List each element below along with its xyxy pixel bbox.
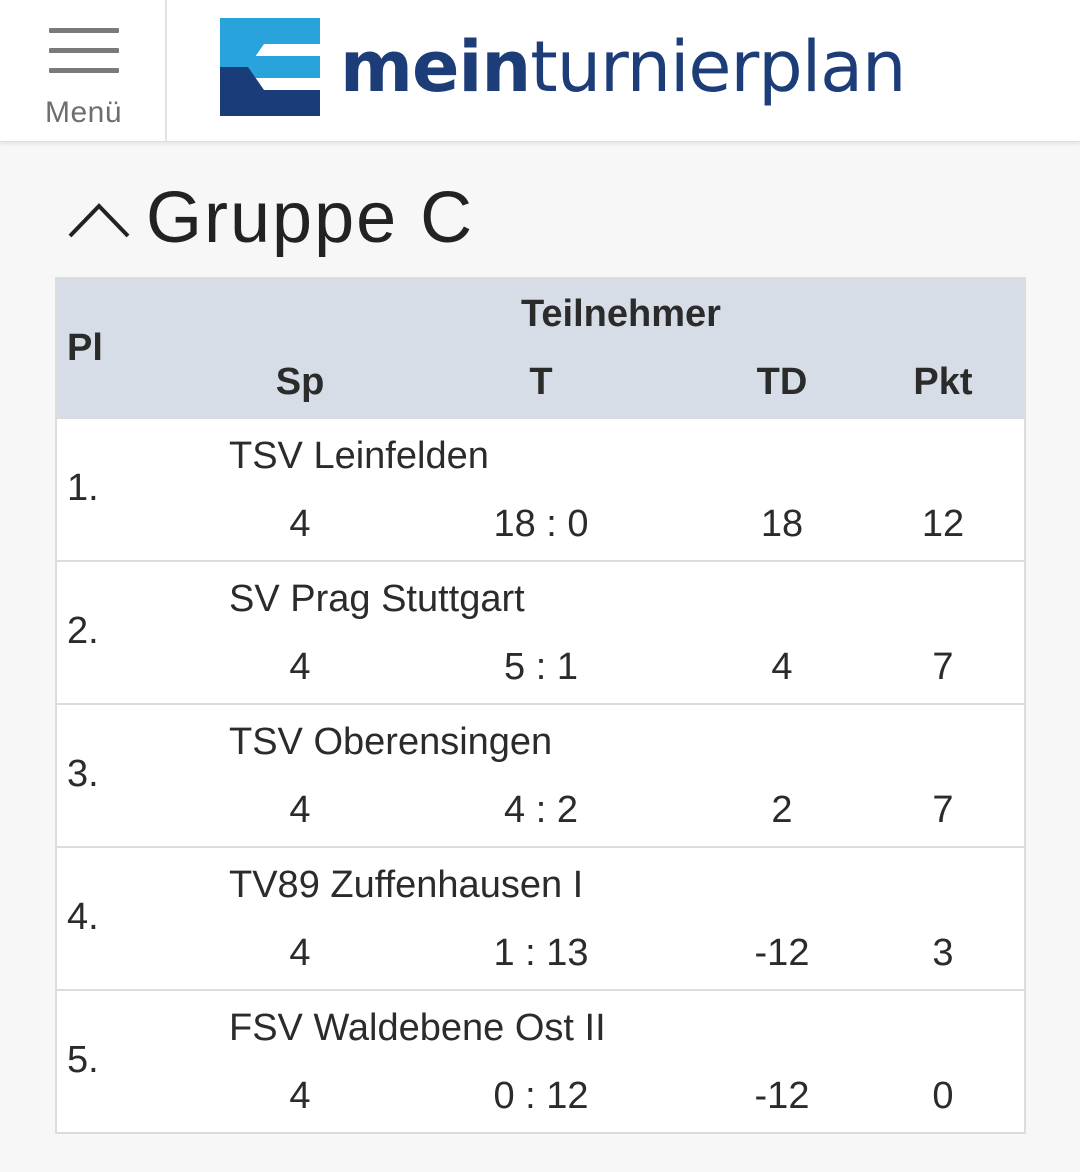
brand-light-text: turnierplan bbox=[530, 26, 906, 108]
row-points: 7 bbox=[932, 646, 954, 688]
row-games: 4 bbox=[289, 932, 311, 974]
row-goals: 1 : 13 bbox=[493, 932, 589, 974]
row-place: 2. bbox=[67, 610, 99, 652]
group-title: Gruppe C bbox=[146, 178, 475, 258]
row-goals: 5 : 1 bbox=[504, 646, 578, 688]
row-games: 4 bbox=[289, 646, 311, 688]
row-games: 4 bbox=[289, 789, 311, 831]
menu-button[interactable]: Menü bbox=[0, 0, 167, 142]
row-goal-diff: 2 bbox=[771, 789, 793, 831]
table-row[interactable]: 4. TV89 Zuffenhausen I 4 1 : 13 -12 3 bbox=[57, 846, 1024, 989]
header-games: Sp bbox=[275, 361, 325, 403]
row-team[interactable]: FSV Waldebene Ost II bbox=[229, 1007, 606, 1049]
meinturnierplan-logo-icon[interactable] bbox=[220, 18, 320, 116]
row-team[interactable]: SV Prag Stuttgart bbox=[229, 578, 525, 620]
row-place: 1. bbox=[67, 467, 99, 509]
hamburger-icon bbox=[49, 28, 119, 76]
row-goal-diff: -12 bbox=[754, 1075, 810, 1117]
brand-wordmark[interactable]: meinturnierplan bbox=[340, 24, 906, 114]
row-goal-diff: -12 bbox=[754, 932, 810, 974]
row-place: 5. bbox=[67, 1039, 99, 1081]
row-place: 3. bbox=[67, 753, 99, 795]
row-place: 4. bbox=[67, 896, 99, 938]
header-team: Teilnehmer bbox=[521, 293, 721, 335]
row-games: 4 bbox=[289, 1075, 311, 1117]
row-goal-diff: 18 bbox=[760, 503, 804, 545]
row-goals: 0 : 12 bbox=[493, 1075, 589, 1117]
header-points: Pkt bbox=[913, 361, 973, 403]
row-games: 4 bbox=[289, 503, 311, 545]
row-points: 3 bbox=[932, 932, 954, 974]
row-team[interactable]: TV89 Zuffenhausen I bbox=[229, 864, 584, 906]
row-goals: 18 : 0 bbox=[493, 503, 589, 545]
header-place: Pl bbox=[67, 327, 103, 369]
row-points: 7 bbox=[932, 789, 954, 831]
row-points: 12 bbox=[921, 503, 965, 545]
row-team[interactable]: TSV Oberensingen bbox=[229, 721, 553, 763]
header-goals: T bbox=[529, 361, 553, 403]
table-header: Pl Teilnehmer Sp T TD Pkt bbox=[57, 279, 1024, 417]
row-goal-diff: 4 bbox=[771, 646, 793, 688]
header-goal-diff: TD bbox=[756, 361, 808, 403]
table-row[interactable]: 1. TSV Leinfelden 4 18 : 0 18 12 bbox=[57, 417, 1024, 560]
top-header: Menü meinturnierplan bbox=[0, 0, 1080, 142]
chevron-up-icon bbox=[68, 203, 130, 238]
table-row[interactable]: 3. TSV Oberensingen 4 4 : 2 2 7 bbox=[57, 703, 1024, 846]
group-toggle[interactable]: Gruppe C bbox=[66, 178, 666, 258]
row-team[interactable]: TSV Leinfelden bbox=[229, 435, 489, 477]
row-goals: 4 : 2 bbox=[504, 789, 578, 831]
table-row[interactable]: 2. SV Prag Stuttgart 4 5 : 1 4 7 bbox=[57, 560, 1024, 703]
brand-bold-text: mein bbox=[340, 26, 531, 108]
row-points: 0 bbox=[932, 1075, 954, 1117]
menu-label: Menü bbox=[44, 96, 123, 129]
table-row[interactable]: 5. FSV Waldebene Ost II 4 0 : 12 -12 0 bbox=[57, 989, 1024, 1132]
standings-table: Pl Teilnehmer Sp T TD Pkt 1. TSV Leinfel… bbox=[55, 277, 1026, 1134]
